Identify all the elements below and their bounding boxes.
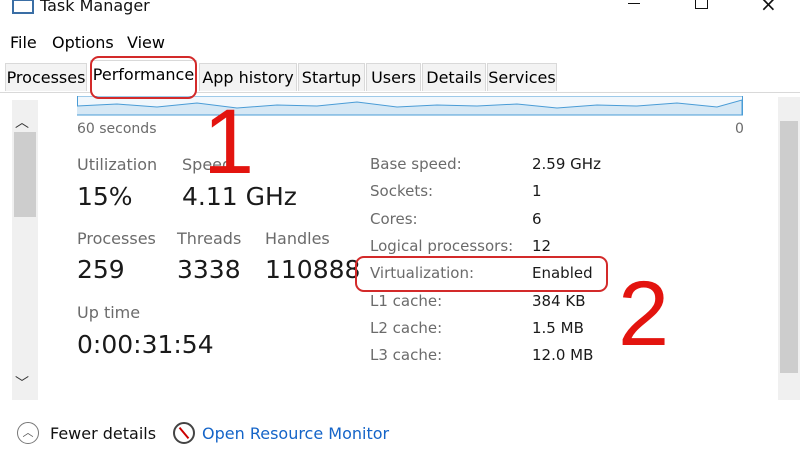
cpu-graph (77, 96, 743, 116)
stat-label: Processes (77, 229, 156, 248)
scroll-thumb[interactable] (14, 132, 36, 217)
stat-value: 110888 (265, 255, 361, 284)
tab-divider (0, 92, 800, 93)
scroll-thumb[interactable] (780, 121, 798, 373)
menu-item[interactable]: File (10, 33, 37, 52)
detail-label: L2 cache: (370, 318, 443, 337)
detail-label: Base speed: (370, 155, 462, 173)
left-scrollbar[interactable]: ︿ ﹀ (12, 100, 38, 400)
annotation-number: 1 (203, 91, 255, 193)
highlight-box (355, 256, 608, 292)
tab[interactable]: Details (422, 63, 486, 91)
tab-selected[interactable]: Performance (90, 60, 197, 93)
detail-value: 1.5 MB (532, 318, 584, 337)
maximize-button[interactable] (695, 0, 708, 9)
detail-value: 384 KB (532, 291, 586, 310)
resource-monitor-icon[interactable] (173, 422, 195, 444)
tab[interactable]: Services (487, 63, 557, 91)
graph-zero-label: 0 (735, 121, 744, 137)
tab[interactable]: Users (366, 63, 421, 91)
minimize-button[interactable] (628, 3, 640, 4)
stat-label: Utilization (77, 155, 158, 174)
scroll-down[interactable]: ﹀ (15, 376, 29, 392)
detail-label: Cores: (370, 209, 418, 228)
detail-value: 2.59 GHz (532, 155, 601, 173)
stat-value: 3338 (177, 255, 241, 284)
tab[interactable]: App history (199, 63, 297, 91)
window-title: Task Manager (40, 0, 150, 15)
detail-value: 12.0 MB (532, 346, 594, 365)
detail-label: Logical processors: (370, 236, 514, 255)
stat-label: Speed (182, 155, 233, 174)
detail-label: Sockets: (370, 182, 434, 201)
app-icon (12, 0, 34, 14)
fewer-details-icon[interactable]: ︿ (17, 422, 39, 444)
detail-value: 12 (532, 236, 552, 255)
menu-item[interactable]: Options (52, 33, 114, 52)
stat-label: Up time (77, 303, 141, 322)
title-bar: Task Manager × (0, 0, 800, 22)
graph-time-label: 60 seconds (77, 121, 157, 137)
tab[interactable]: Processes (5, 63, 87, 91)
right-scrollbar[interactable] (778, 97, 800, 400)
scroll-up[interactable]: ︿ (15, 115, 29, 131)
stat-value: 259 (77, 255, 125, 284)
stat-value: 15% (77, 182, 133, 211)
annotation-number: 2 (618, 263, 670, 365)
detail-label: Virtualization: (370, 264, 475, 283)
tab[interactable]: Startup (298, 63, 365, 91)
detail-value: 1 (532, 182, 542, 201)
menu-item[interactable]: View (127, 33, 165, 52)
detail-value: Enabled (532, 264, 593, 283)
close-button[interactable]: × (760, 0, 777, 16)
fewer-details[interactable]: Fewer details (50, 424, 157, 443)
detail-label: L1 cache: (370, 291, 443, 310)
highlight-box (90, 56, 197, 99)
stat-label: Handles (265, 229, 330, 248)
stat-label: Threads (177, 229, 242, 248)
stat-value: 0:00:31:54 (77, 330, 214, 359)
detail-value: 6 (532, 209, 542, 228)
detail-label: L3 cache: (370, 346, 443, 365)
stat-value: 4.11 GHz (182, 182, 297, 211)
resource-monitor-link[interactable]: Open Resource Monitor (202, 424, 390, 443)
